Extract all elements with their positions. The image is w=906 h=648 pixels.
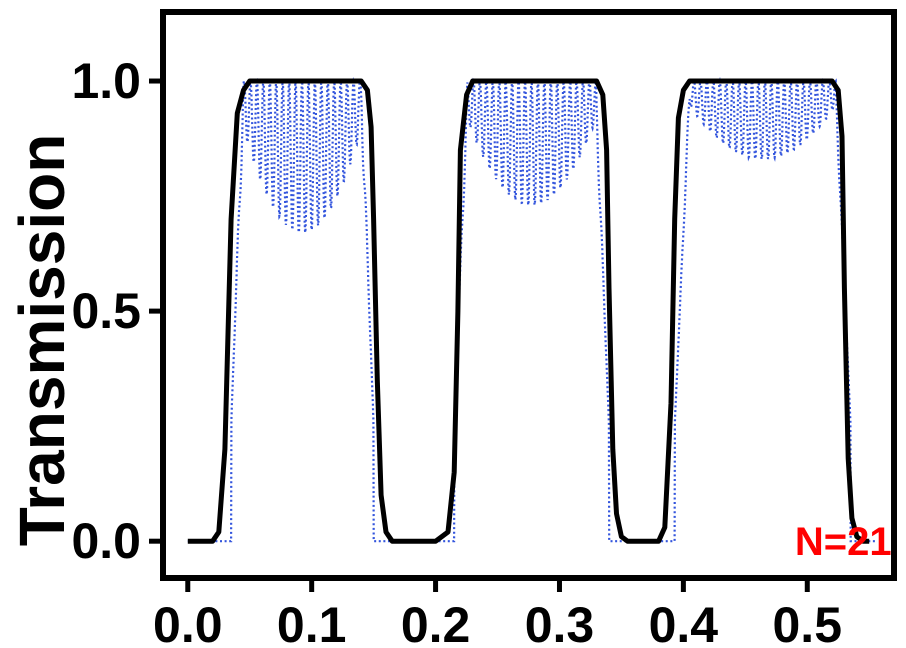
x-ticks: 0.0 0.1 0.2 0.3 0.4 0.5: [153, 578, 842, 648]
y-tick-label: 1.0: [71, 53, 141, 109]
n-annotation: N=21: [795, 520, 892, 564]
solid-series-line: [187, 78, 870, 544]
x-tick-label: 0.5: [773, 597, 843, 648]
x-tick-label: 0.3: [525, 597, 595, 648]
y-ticks: 0.0 0.5 1.0: [71, 53, 163, 569]
y-tick-label: 0.5: [71, 283, 141, 339]
x-tick-label: 0.2: [401, 597, 471, 648]
dotted-series: [187, 76, 876, 543]
plot-frame: [160, 9, 897, 581]
y-tick-label: 0.0: [71, 513, 141, 569]
y-axis-label: Transmission: [6, 134, 78, 547]
x-tick-label: 0.0: [153, 597, 223, 648]
x-tick-label: 0.4: [649, 597, 719, 648]
x-tick-label: 0.1: [277, 597, 347, 648]
dotted-series-line: [187, 76, 876, 543]
